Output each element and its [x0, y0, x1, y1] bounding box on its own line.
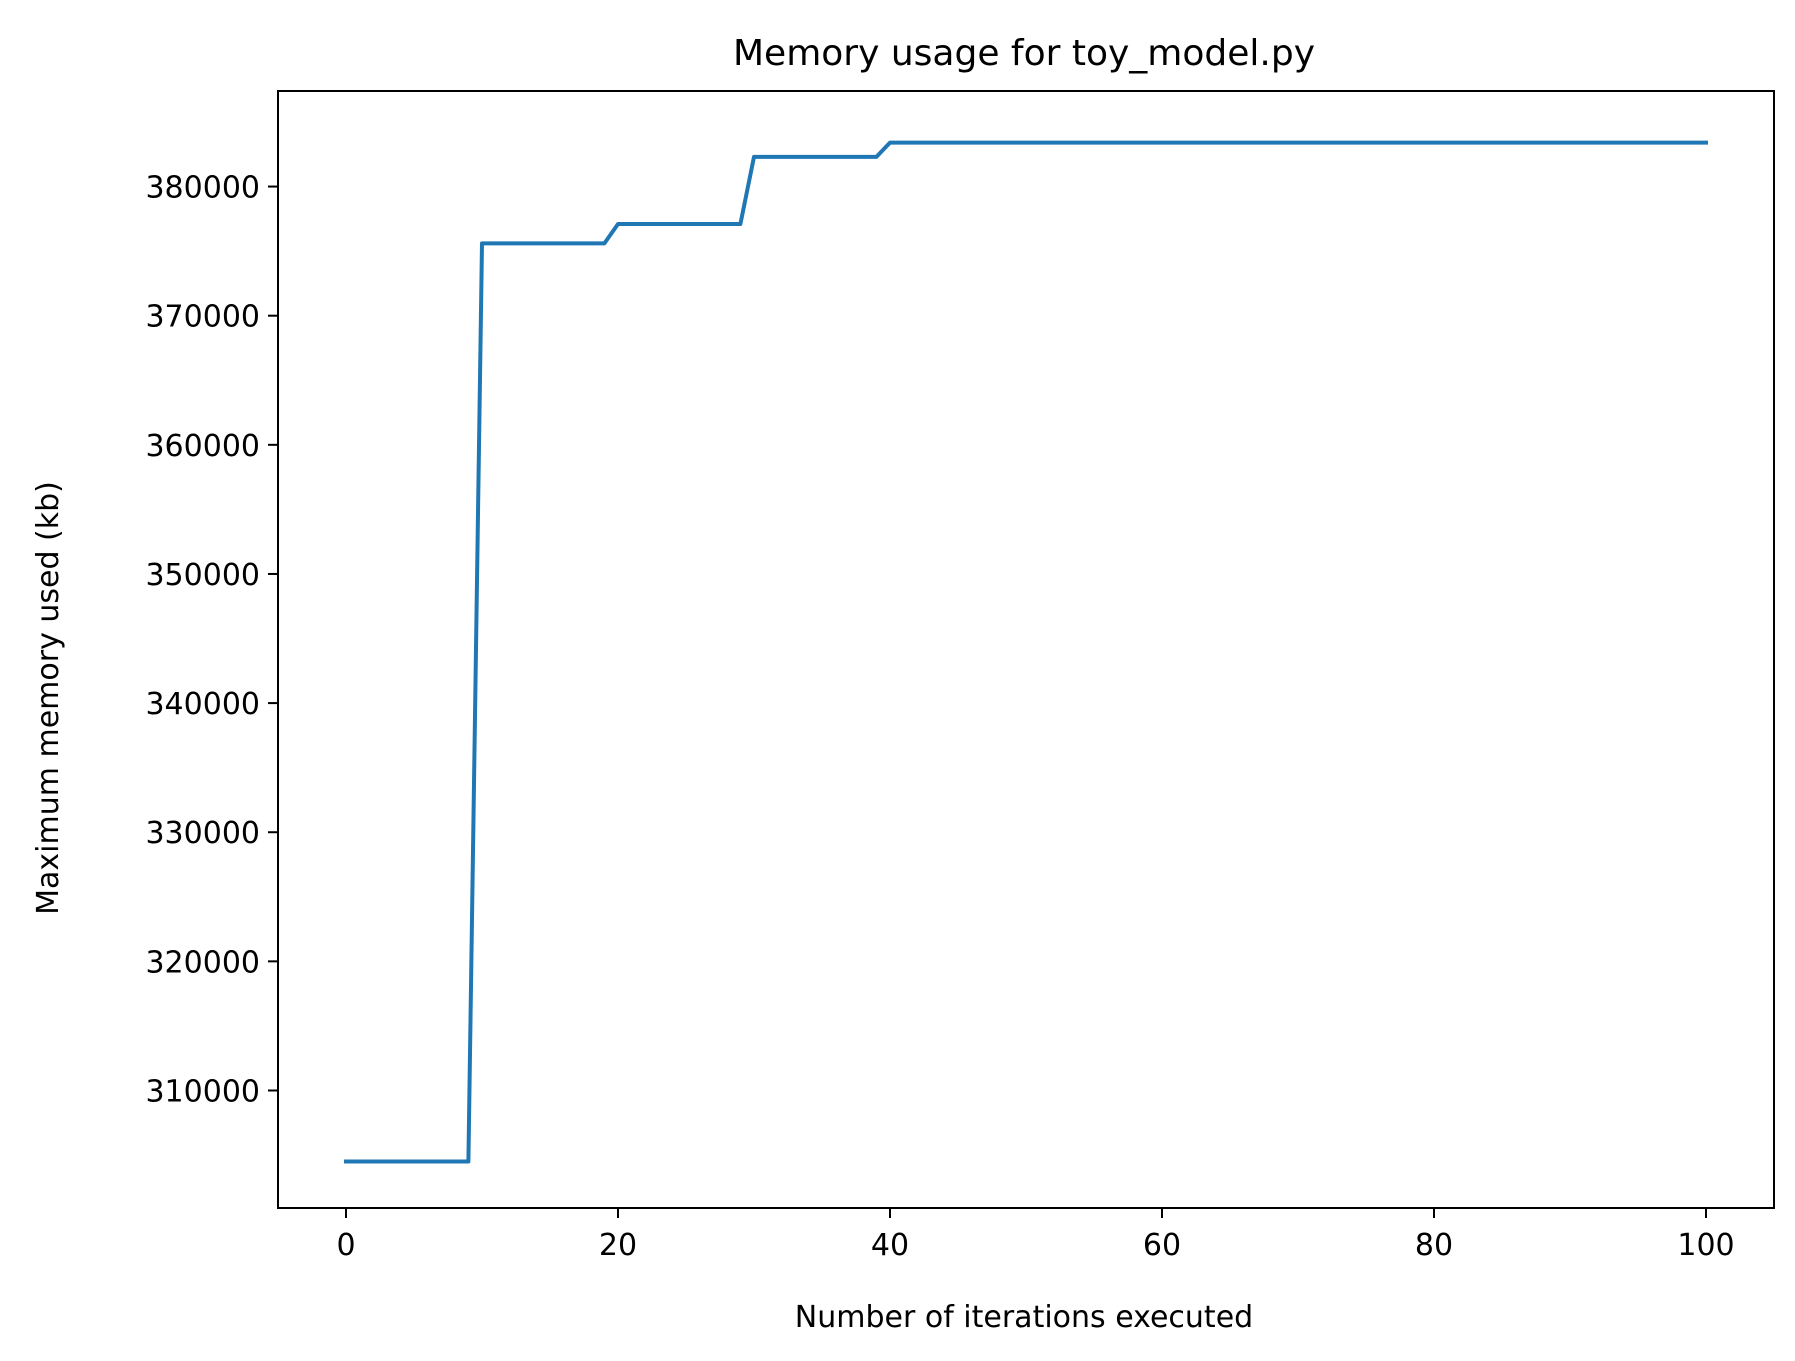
y-axis-label: Maximum memory used (kb) [31, 481, 66, 915]
y-tick-label: 340000 [145, 687, 260, 722]
y-axis: 310000 320000 330000 340000 350000 360000 3700… [145, 171, 278, 1109]
x-tick-label: 100 [1677, 1228, 1734, 1263]
x-tick-label: 0 [336, 1228, 355, 1263]
y-tick-label: 360000 [145, 429, 260, 464]
x-tick-label: 80 [1415, 1228, 1453, 1263]
x-axis: 0 20 40 60 80 100 [336, 1208, 1735, 1263]
y-tick-label: 350000 [145, 558, 260, 593]
x-tick-label: 60 [1143, 1228, 1181, 1263]
x-tick-label: 40 [871, 1228, 909, 1263]
y-tick-label: 380000 [145, 171, 260, 206]
x-axis-label: Number of iterations executed [795, 1300, 1253, 1335]
y-tick-label: 370000 [145, 300, 260, 335]
chart-title: Memory usage for toy_model.py [733, 33, 1315, 74]
plot-frame [277, 90, 1775, 1209]
plot-area [277, 90, 1775, 1209]
y-tick-label: 320000 [145, 945, 260, 980]
x-tick-label: 20 [599, 1228, 637, 1263]
y-tick-label: 310000 [145, 1074, 260, 1109]
series-line-0 [344, 140, 1708, 1164]
y-tick-label: 330000 [145, 816, 260, 851]
